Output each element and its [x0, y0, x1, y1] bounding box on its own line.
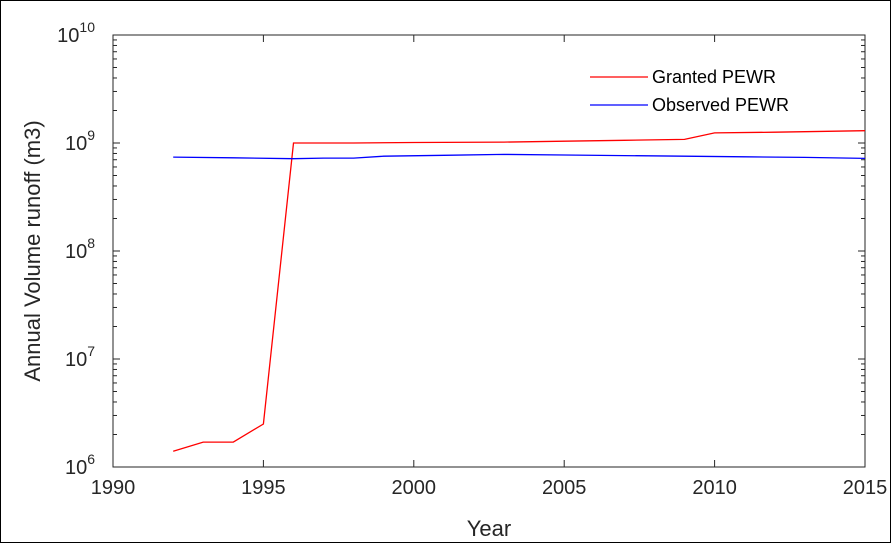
x-tick-label: 2000	[392, 477, 437, 499]
legend: Granted PEWR Observed PEWR	[590, 67, 789, 115]
x-tick-label: 1990	[91, 477, 136, 499]
x-axis-label: Year	[467, 516, 511, 541]
y-tick-label: 108	[65, 235, 95, 263]
y-tick-base: 10	[57, 25, 79, 47]
y-tick-exponent: 7	[87, 343, 95, 359]
y-tick-exponent: 6	[87, 451, 95, 467]
x-tick-label: 2015	[843, 477, 888, 499]
y-tick-exponent: 10	[79, 19, 95, 35]
y-tick-base: 10	[65, 349, 87, 371]
y-tick-label: 106	[65, 451, 95, 479]
x-tick-label: 1995	[241, 477, 286, 499]
y-tick-label: 109	[65, 127, 95, 155]
y-tick-label: 1010	[57, 19, 95, 47]
x-tick-label: 2010	[692, 477, 737, 499]
legend-label: Granted PEWR	[652, 67, 776, 87]
y-tick-label: 107	[65, 343, 95, 371]
y-tick-base: 10	[65, 133, 87, 155]
y-tick-base: 10	[65, 457, 87, 479]
x-tick-label: 2005	[542, 477, 587, 499]
series-line-observed-pewr	[173, 153, 866, 160]
series-line-granted-pewr	[173, 130, 866, 452]
series-layer	[173, 130, 866, 452]
legend-label: Observed PEWR	[652, 95, 789, 115]
y-tick-exponent: 8	[87, 235, 95, 251]
y-tick-exponent: 9	[87, 127, 95, 143]
y-axis-label: Annual Volume runoff (m3)	[20, 120, 45, 381]
y-tick-base: 10	[65, 241, 87, 263]
